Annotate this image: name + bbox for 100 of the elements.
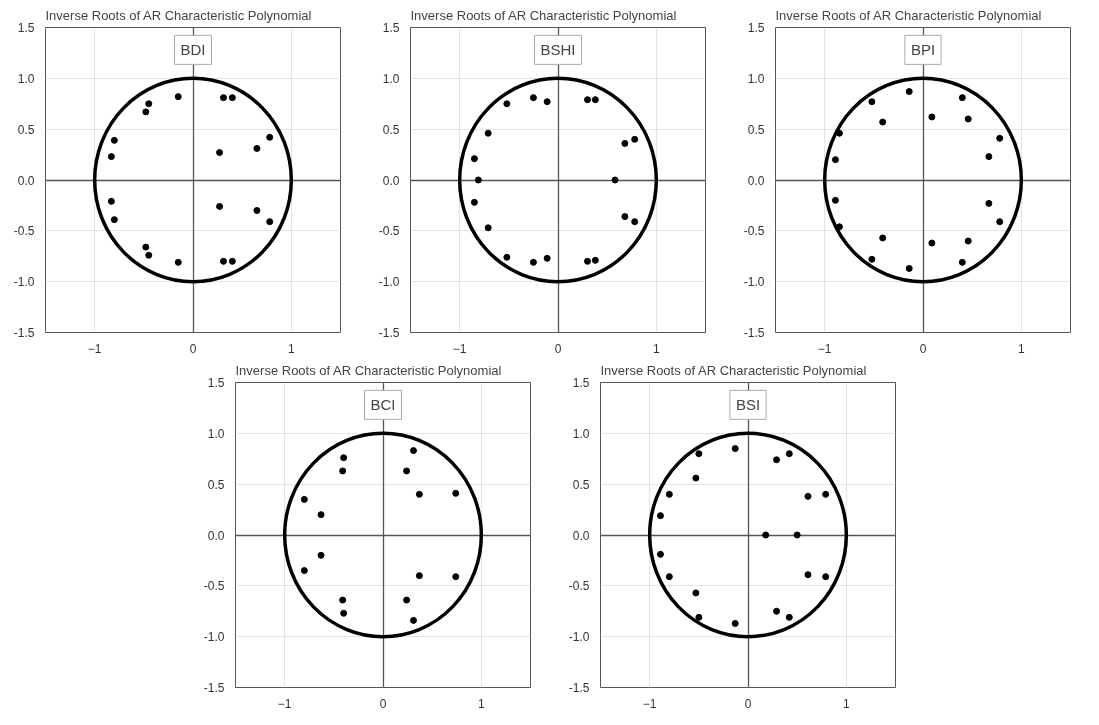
point — [216, 149, 224, 157]
point — [339, 467, 347, 475]
point — [529, 258, 537, 266]
point — [253, 207, 261, 214]
y-tick-label: 0.0 — [747, 173, 765, 188]
point — [543, 254, 551, 262]
x-tick-label: −1 — [87, 341, 102, 356]
y-tick-label: 0.0 — [207, 528, 225, 543]
y-tick-label: 0.5 — [747, 122, 765, 137]
point — [584, 96, 591, 104]
point — [219, 257, 227, 265]
y-tick-label: -1.5 — [743, 326, 765, 340]
point — [415, 490, 423, 498]
point — [695, 613, 703, 621]
point — [879, 234, 887, 242]
point — [822, 490, 830, 498]
y-tick-label: 1.5 — [17, 21, 35, 35]
point — [219, 94, 227, 102]
point — [452, 573, 460, 581]
point — [692, 589, 700, 597]
x-tick-label: 0 — [919, 341, 927, 356]
y-tick-label: -0.5 — [378, 224, 400, 239]
point — [731, 619, 739, 627]
point — [474, 176, 482, 184]
point — [110, 216, 118, 224]
point — [831, 196, 839, 204]
x-tick-label: 1 — [1018, 341, 1025, 356]
y-tick-label: -0.5 — [568, 579, 590, 594]
y-tick-label: 1.0 — [572, 426, 590, 441]
point — [996, 134, 1004, 142]
point — [695, 450, 703, 458]
point — [470, 155, 478, 163]
point — [409, 616, 417, 624]
point — [793, 531, 801, 539]
point — [339, 596, 347, 604]
point — [905, 88, 913, 96]
y-tick-label: -1.0 — [13, 275, 35, 290]
point — [985, 153, 993, 161]
x-tick-label: 1 — [478, 696, 485, 711]
y-tick-label: -1.0 — [743, 275, 765, 290]
point — [317, 551, 325, 559]
point — [110, 136, 118, 144]
point — [591, 256, 599, 264]
point — [543, 98, 551, 106]
point — [964, 115, 972, 123]
point — [452, 489, 460, 497]
point — [985, 199, 993, 207]
point — [879, 118, 887, 126]
x-tick-label: 1 — [288, 341, 295, 356]
point — [300, 567, 308, 575]
y-tick-label: 0.0 — [572, 528, 590, 543]
point — [415, 572, 423, 580]
point — [804, 492, 812, 500]
point — [928, 239, 936, 247]
point — [228, 257, 236, 265]
y-tick-label: -1.5 — [378, 326, 400, 340]
point — [340, 609, 348, 617]
point — [773, 456, 781, 464]
y-tick-label: -1.5 — [203, 681, 225, 695]
point — [656, 550, 664, 558]
point — [631, 135, 639, 143]
point — [107, 153, 115, 161]
point — [964, 237, 972, 245]
point — [142, 243, 150, 251]
x-tick-label: 0 — [189, 341, 197, 356]
point — [266, 218, 274, 226]
x-tick-label: 1 — [653, 341, 660, 356]
x-tick-label: 0 — [554, 341, 562, 356]
chart-title: Inverse Roots of AR Characteristic Polynomial — [45, 7, 312, 23]
y-tick-label: -1.0 — [378, 275, 400, 290]
text: BDI — [180, 41, 206, 59]
x-tick-label: −1 — [642, 696, 657, 711]
y-tick-label: -0.5 — [743, 224, 765, 239]
x-tick-label: −1 — [277, 696, 292, 711]
point — [403, 596, 411, 604]
point — [731, 445, 739, 453]
point — [584, 257, 591, 265]
y-tick-label: 1.5 — [572, 376, 590, 390]
point — [253, 144, 261, 152]
point — [822, 573, 830, 581]
point — [665, 573, 673, 581]
point — [142, 108, 150, 116]
point — [409, 447, 417, 455]
point — [621, 213, 629, 221]
point — [835, 223, 843, 231]
y-tick-label: -0.5 — [203, 579, 225, 594]
point — [403, 467, 411, 475]
point — [785, 450, 793, 458]
point — [868, 98, 876, 106]
point — [831, 156, 839, 164]
point — [174, 93, 182, 101]
point — [591, 96, 599, 104]
point — [503, 253, 511, 261]
y-tick-label: 1.5 — [207, 376, 225, 390]
y-tick-label: 0.5 — [572, 477, 590, 492]
x-tick-label: 1 — [843, 696, 850, 711]
point — [300, 495, 308, 503]
y-tick-label: 1.0 — [747, 71, 765, 86]
y-tick-label: -1.5 — [568, 681, 590, 695]
point — [317, 511, 325, 519]
